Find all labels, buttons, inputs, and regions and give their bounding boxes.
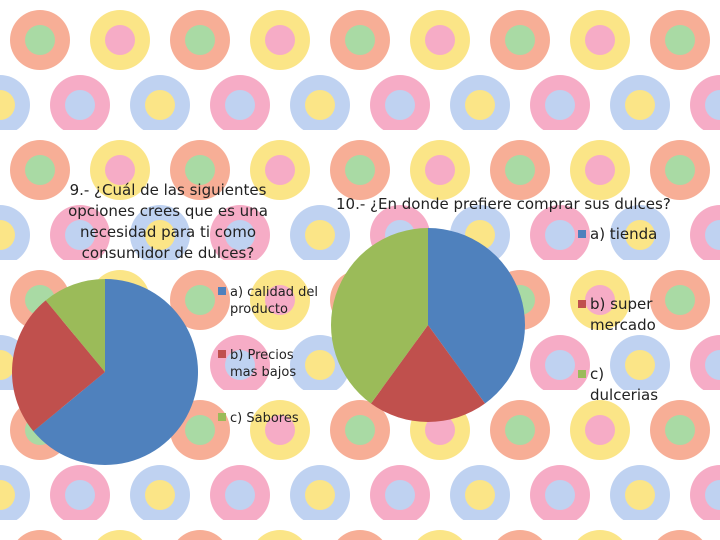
- pie-slice: [370, 325, 486, 423]
- legend-swatch: [218, 413, 226, 421]
- legend-swatch: [578, 230, 586, 238]
- legend-swatch: [218, 350, 226, 358]
- pie-slice: [12, 300, 105, 432]
- legend-label: c) Sabores: [230, 411, 299, 426]
- legend-entry: a) calidad del producto: [218, 284, 322, 318]
- chart-title: 10.- ¿En donde prefiere comprar sus dulc…: [336, 195, 671, 213]
- legend-label: b) Precios mas bajos: [230, 348, 297, 380]
- legend-label: a) tienda: [590, 225, 658, 243]
- legend-entry: b) super mercado: [578, 294, 670, 336]
- pie-slice: [33, 279, 198, 466]
- legend-swatch: [578, 300, 586, 308]
- chart-title: 9.- ¿Cuál de las siguientes opciones cre…: [68, 181, 268, 262]
- legend-entry: b) Precios mas bajos: [218, 347, 322, 381]
- legend-label: b) super mercado: [590, 295, 656, 334]
- pie-slice: [428, 228, 525, 404]
- legend-swatch: [578, 370, 586, 378]
- legend-entry: c) dulcerias: [578, 364, 670, 406]
- legend-swatch: [218, 287, 226, 295]
- pie-slice: [331, 228, 428, 404]
- legend-label: a) calidad del producto: [230, 285, 318, 317]
- pie-slice: [45, 279, 105, 372]
- legend-entry: c) Sabores: [218, 410, 322, 427]
- legend-entry: a) tienda: [578, 224, 670, 245]
- legend-label: c) dulcerias: [590, 365, 659, 404]
